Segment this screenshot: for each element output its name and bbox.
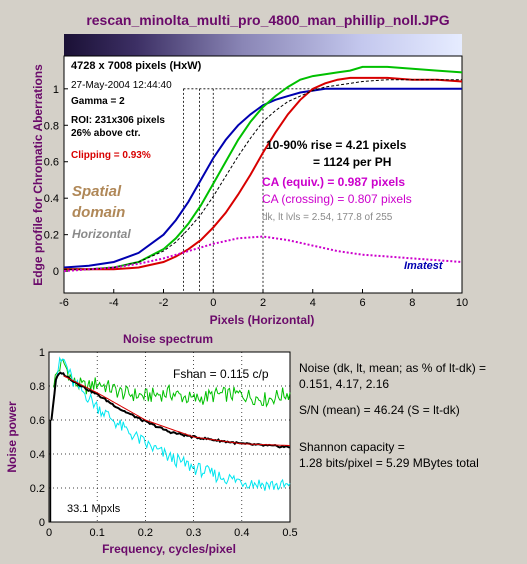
edge-x-axis-label: Pixels (Horizontal) bbox=[210, 313, 315, 327]
edge-y-axis-label: Edge profile for Chromatic Aberrations bbox=[31, 64, 45, 286]
noise-x-axis-label: Frequency, cycles/pixel bbox=[102, 542, 236, 556]
noise-series-line-1 bbox=[53, 356, 291, 491]
edge-series-line-1 bbox=[64, 65, 463, 271]
noise-x-tick-label: 0.2 bbox=[138, 527, 153, 539]
noise-y-ticks: 0 0.2 0.4 0.6 0.8 1 bbox=[30, 347, 45, 529]
label-ca-crossing: CA (crossing) = 0.807 pixels bbox=[262, 192, 412, 206]
edge-y-tick-label: 0 bbox=[53, 266, 59, 278]
noise-y-tick-label: 1 bbox=[39, 347, 45, 359]
label-rise: 10-90% rise = 4.21 pixels bbox=[266, 138, 407, 152]
label-ca-equiv: CA (equiv.) = 0.987 pixels bbox=[262, 175, 405, 189]
noise-series-line-3 bbox=[63, 375, 290, 446]
stats-line-3: S/N (mean) = 46.24 (S = lt-dk) bbox=[299, 403, 460, 417]
label-dk-lt: dk, lt lvls = 2.54, 177.8 of 255 bbox=[262, 212, 393, 223]
edge-x-ticks: -6 -4 -2 0 2 4 6 8 10 bbox=[59, 289, 468, 309]
edge-series-line-0 bbox=[63, 87, 462, 269]
edge-x-tick-label: 10 bbox=[456, 297, 468, 309]
edge-x-tick-label: 8 bbox=[409, 297, 415, 309]
noise-y-tick-label: 0.4 bbox=[30, 449, 45, 461]
edge-y-tick-label: 0.2 bbox=[44, 230, 59, 242]
edge-series bbox=[63, 65, 463, 273]
noise-x-tick-label: 0.3 bbox=[186, 527, 201, 539]
edge-x-tick-label: 2 bbox=[260, 297, 266, 309]
edge-gradient-bar bbox=[64, 34, 462, 56]
edge-x-tick-label: -2 bbox=[159, 297, 169, 309]
info-clipping: Clipping = 0.93% bbox=[71, 150, 151, 161]
info-date: 27-May-2004 12:44:40 bbox=[71, 80, 172, 91]
info-dims: 4728 x 7008 pixels (HxW) bbox=[71, 60, 202, 72]
info-above: 26% above ctr. bbox=[71, 128, 141, 139]
stats-line-1: Noise (dk, lt, mean; as % of lt-dk) = bbox=[299, 361, 486, 375]
noise-x-ticks: 0 0.1 0.2 0.3 0.4 0.5 bbox=[46, 527, 298, 539]
stats-line-5: 1.28 bits/pixel = 5.29 MBytes total bbox=[299, 456, 479, 470]
edge-profile-plot: -6 -4 -2 0 2 4 6 8 10 0 0.2 0.4 0.6 0.8 1 4728 x 7008… bbox=[31, 55, 468, 327]
noise-series-line-0 bbox=[53, 358, 291, 408]
edge-series-line-3 bbox=[64, 79, 462, 270]
edge-series-line-2 bbox=[64, 76, 463, 271]
edge-y-tick-label: 0.8 bbox=[44, 120, 59, 132]
edge-x-tick-label: -4 bbox=[109, 297, 119, 309]
noise-x-tick-label: 0.4 bbox=[234, 527, 249, 539]
edge-x-tick-label: -6 bbox=[59, 297, 69, 309]
info-roi: ROI: 231x306 pixels bbox=[71, 115, 165, 126]
label-domain: domain bbox=[72, 204, 125, 221]
noise-fshan: Fshan = 0.115 c/p bbox=[173, 367, 269, 381]
edge-x-tick-label: 0 bbox=[210, 297, 216, 309]
label-horizontal: Horizontal bbox=[72, 227, 131, 241]
edge-y-tick-label: 0.6 bbox=[44, 157, 59, 169]
stats-line-4: Shannon capacity = bbox=[299, 440, 405, 454]
noise-y-tick-label: 0 bbox=[39, 517, 45, 529]
label-per-ph: = 1124 per PH bbox=[313, 155, 391, 169]
noise-mpxls: 33.1 Mpxls bbox=[67, 503, 121, 515]
edge-y-tick-label: 1 bbox=[53, 84, 59, 96]
edge-x-tick-label: 6 bbox=[359, 297, 365, 309]
info-gamma: Gamma = 2 bbox=[71, 96, 125, 107]
edge-x-tick-label: 4 bbox=[310, 297, 316, 309]
edge-y-ticks: 0 0.2 0.4 0.6 0.8 1 bbox=[44, 84, 68, 278]
label-imatest: Imatest bbox=[404, 260, 444, 272]
noise-stats: Noise (dk, lt, mean; as % of lt-dk) = 0.… bbox=[299, 361, 486, 470]
noise-x-tick-label: 0.5 bbox=[282, 527, 297, 539]
noise-x-tick-label: 0 bbox=[46, 527, 52, 539]
stats-line-2: 0.151, 4.17, 2.16 bbox=[299, 377, 389, 391]
label-spatial: Spatial bbox=[72, 183, 122, 200]
noise-series bbox=[49, 356, 291, 522]
noise-title: Noise spectrum bbox=[123, 332, 213, 346]
figure-title: rescan_minolta_multi_pro_4800_man_philli… bbox=[86, 12, 449, 28]
noise-y-tick-label: 0.2 bbox=[30, 483, 45, 495]
noise-plot-area bbox=[48, 351, 291, 523]
noise-grid bbox=[49, 352, 290, 522]
edge-series-line-4 bbox=[63, 235, 463, 273]
noise-x-tick-label: 0.1 bbox=[90, 527, 105, 539]
noise-spectrum-plot: Noise spectrum 0 0.1 0.2 0.3 0.4 0.5 00.20.40… bbox=[5, 332, 298, 556]
noise-y-axis-label: Noise power bbox=[5, 401, 19, 473]
noise-y-tick-label: 0.6 bbox=[30, 415, 45, 427]
edge-y-tick-label: 0.4 bbox=[44, 193, 59, 205]
noise-y-tick-label: 0.8 bbox=[30, 381, 45, 393]
